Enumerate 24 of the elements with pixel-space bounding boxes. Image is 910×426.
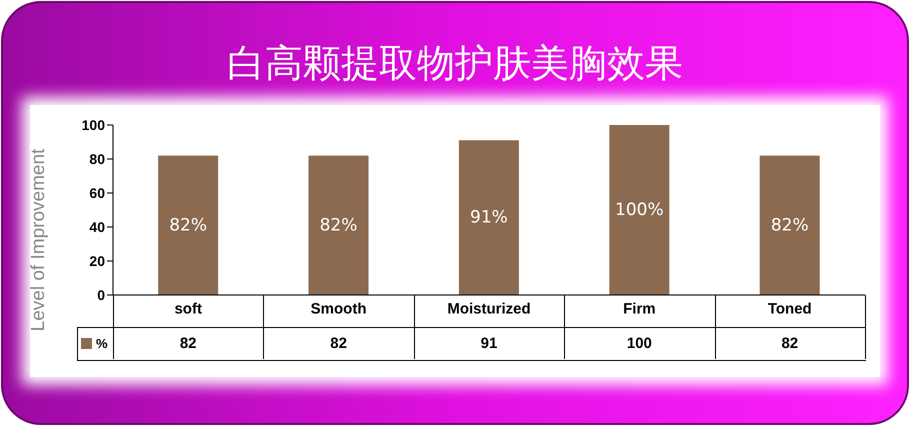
y-tick-label: 0 bbox=[97, 286, 106, 303]
y-tick-label: 20 bbox=[89, 252, 106, 269]
y-tick-label: 100 bbox=[82, 116, 106, 133]
y-axis-title: Level of Improvement bbox=[28, 148, 50, 334]
y-tick-label: 60 bbox=[89, 184, 106, 201]
data-label: 100% bbox=[615, 200, 664, 220]
text: 82 bbox=[178, 334, 198, 354]
data-label: 82% bbox=[770, 215, 809, 236]
text: 100 bbox=[626, 334, 653, 354]
data-label: 82% bbox=[169, 215, 208, 236]
text: 91 bbox=[480, 334, 498, 354]
text: 82 bbox=[780, 334, 800, 354]
y-tick-label: 40 bbox=[89, 218, 106, 235]
x-tick-label: Firm bbox=[623, 300, 656, 318]
data-label: 91% bbox=[470, 208, 508, 228]
x-tick-label: Toned bbox=[768, 300, 812, 318]
chart-title: 白高颗提取物护肤美胸效果 bbox=[226, 40, 684, 87]
y-tick-label: 80 bbox=[89, 150, 106, 167]
x-tick-label: Moisturized bbox=[447, 300, 531, 318]
x-tick-label: Smooth bbox=[310, 300, 367, 318]
legend-label: % bbox=[96, 336, 108, 351]
data-label: 82% bbox=[320, 215, 358, 236]
text: 82 bbox=[329, 334, 348, 354]
x-tick-label: soft bbox=[174, 300, 202, 318]
